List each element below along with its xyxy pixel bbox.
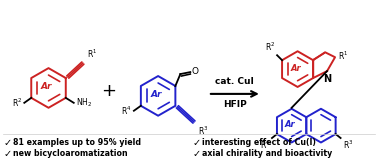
Text: Ar: Ar	[284, 120, 295, 129]
Text: R$^3$: R$^3$	[342, 139, 353, 151]
Text: NH$_2$: NH$_2$	[76, 97, 92, 109]
Text: 81 examples up to 95% yield: 81 examples up to 95% yield	[12, 138, 141, 147]
Text: cat. CuI: cat. CuI	[215, 77, 254, 86]
Text: new bicycloaromatization: new bicycloaromatization	[12, 149, 127, 158]
Text: Ar: Ar	[150, 90, 162, 99]
Text: Ar: Ar	[290, 64, 301, 73]
Text: +: +	[101, 82, 116, 100]
Text: $\checkmark$: $\checkmark$	[192, 137, 200, 147]
Text: R$^4$: R$^4$	[260, 139, 270, 151]
Text: HFIP: HFIP	[223, 100, 247, 109]
Text: R$^2$: R$^2$	[12, 97, 22, 109]
Text: R$^3$: R$^3$	[198, 125, 208, 137]
Text: R$^2$: R$^2$	[265, 41, 275, 53]
Text: axial chirality and bioactivity: axial chirality and bioactivity	[202, 149, 332, 158]
Text: interesting effect of Cu(I): interesting effect of Cu(I)	[202, 138, 316, 147]
Text: R$^1$: R$^1$	[87, 48, 97, 60]
Text: N: N	[323, 74, 331, 84]
Text: R$^4$: R$^4$	[121, 105, 132, 117]
Text: R$^1$: R$^1$	[338, 50, 348, 62]
Text: Ar: Ar	[41, 82, 52, 92]
Text: $\checkmark$: $\checkmark$	[3, 148, 11, 158]
Text: O: O	[191, 67, 198, 76]
Text: $\checkmark$: $\checkmark$	[192, 148, 200, 158]
Text: $\checkmark$: $\checkmark$	[3, 137, 11, 147]
